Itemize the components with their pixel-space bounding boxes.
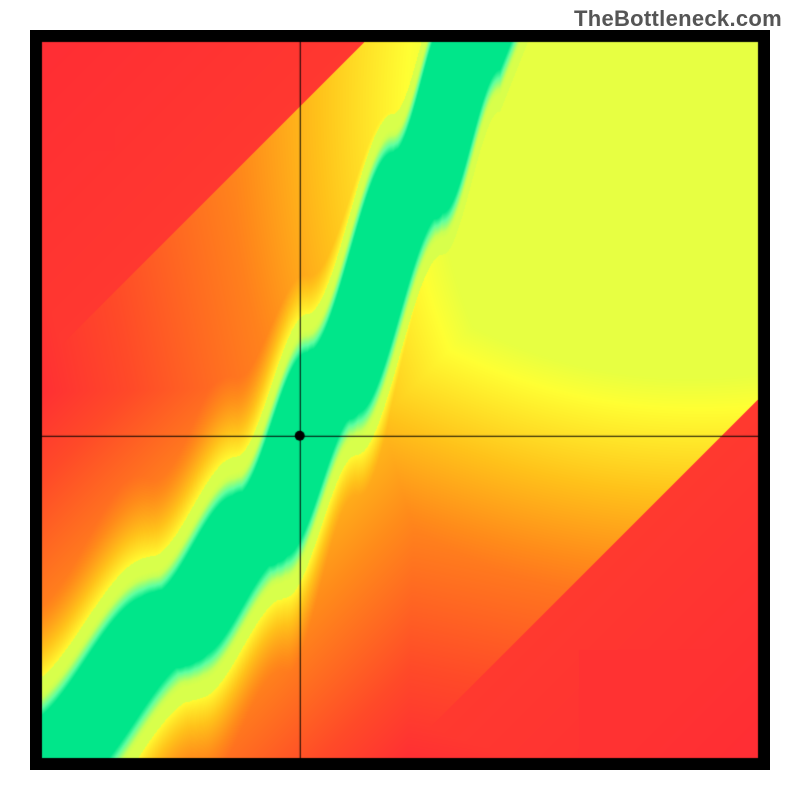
attribution-label: TheBottleneck.com [574, 6, 782, 32]
chart-container: TheBottleneck.com [0, 0, 800, 800]
bottleneck-heatmap [30, 30, 770, 770]
